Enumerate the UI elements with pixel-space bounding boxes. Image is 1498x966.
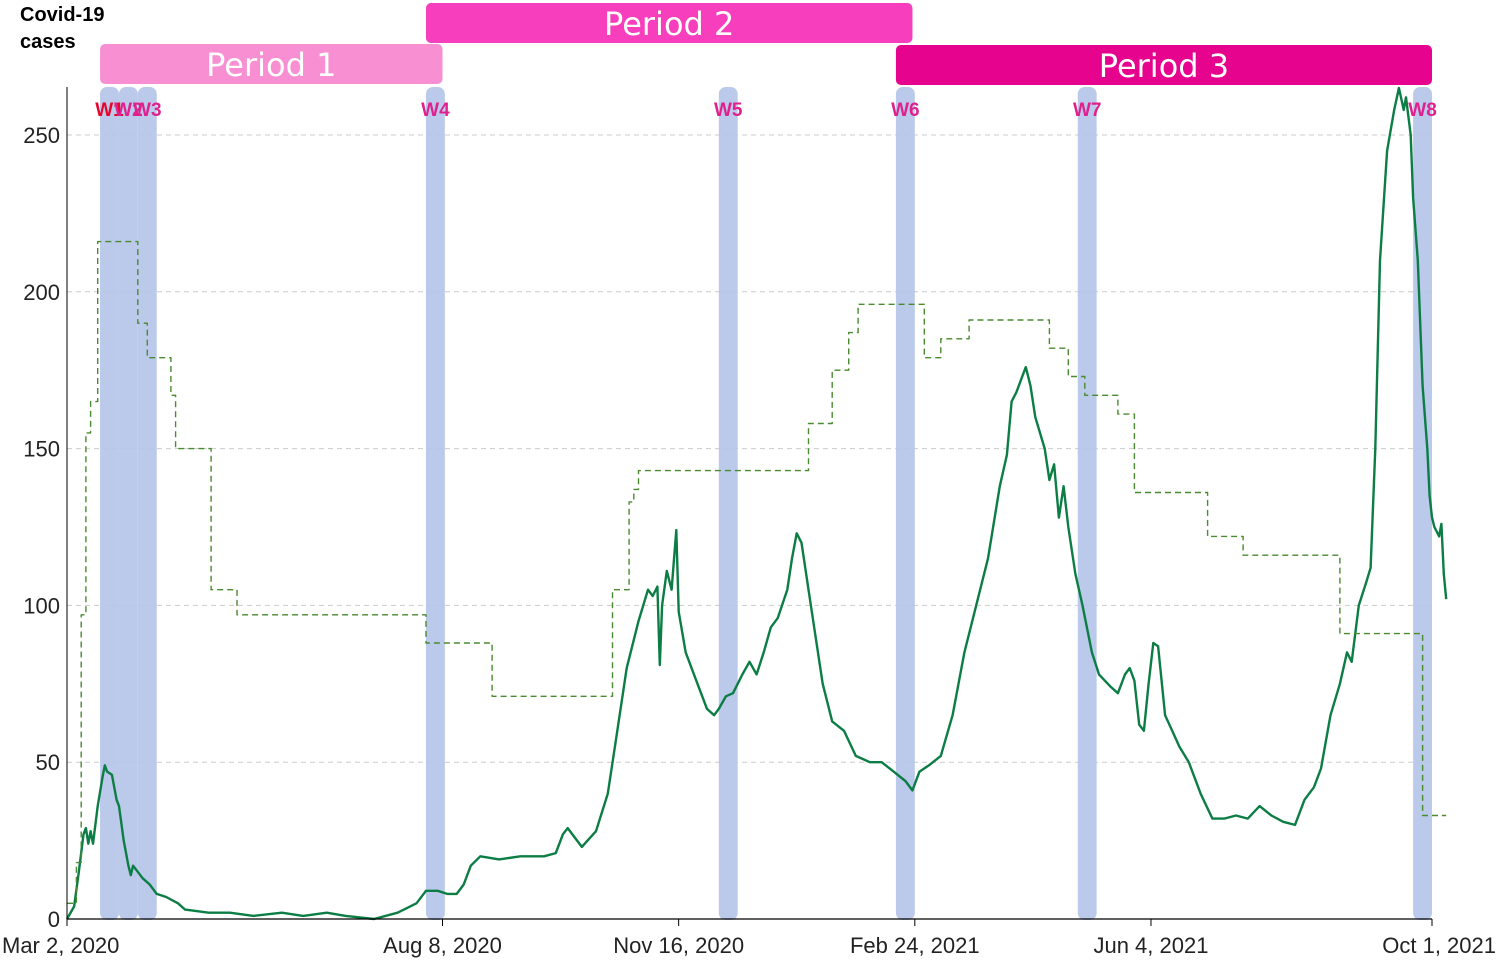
window-band-w3 [137,87,157,920]
window-label-w8: W8 [1408,100,1437,121]
window-band-w1 [100,87,119,920]
period-bar-2 [425,3,913,43]
series-lines [65,86,1448,921]
y-tick-label: 200 [23,280,60,305]
window-band-w7 [1077,87,1097,920]
x-tick-label: Aug 8, 2020 [383,933,502,958]
y-tick-label: 100 [23,593,60,618]
window-label-w5: W5 [714,100,743,121]
window-label-w4: W4 [421,100,450,121]
window-bands [100,87,1432,920]
window-band-w2 [118,87,138,920]
axes: 0 50 100 150 200 250 Mar 2, 2020 Aug 8, 2020 Nov… [2,87,1496,958]
x-tick-label: Jun 4, 2021 [1093,933,1208,958]
dashed-series-line [67,240,1447,904]
y-axis-label: Covid-19 cases [20,2,104,56]
y-tick-label: 150 [23,437,60,462]
x-tick-label: Nov 16, 2020 [613,933,744,958]
y-axis-label-line-2: cases [20,31,76,53]
y-tick-label: 50 [36,750,60,775]
window-label-w2: W2 [114,100,143,121]
period-bar-1 [100,44,443,84]
y-tick-label: 0 [48,907,60,932]
x-tick-label: Feb 24, 2021 [850,933,980,958]
period-label-2: Period 2 [604,5,734,43]
solid-series-line [65,86,1448,921]
window-band-w6 [895,87,915,920]
y-tick-label: 250 [23,123,60,148]
grid-lines [67,134,1432,763]
period-label-1: Period 1 [206,46,336,84]
y-axis-label-line-1: Covid-19 [20,4,105,26]
period-bars: Period 1 Period 2 Period 3 [100,3,1432,85]
window-label-w6: W6 [891,100,920,121]
period-bar-3 [895,45,1432,85]
window-label-w3: W3 [133,100,162,121]
window-label-w7: W7 [1073,100,1102,121]
period-label-3: Period 3 [1099,47,1229,85]
window-band-w4 [425,87,445,920]
window-label-w1: W1 [95,100,124,121]
window-band-w8 [1413,87,1432,920]
window-band-w5 [718,87,738,920]
x-tick-label: Mar 2, 2020 [2,933,119,958]
x-tick-label: Oct 1, 2021 [1382,933,1496,958]
